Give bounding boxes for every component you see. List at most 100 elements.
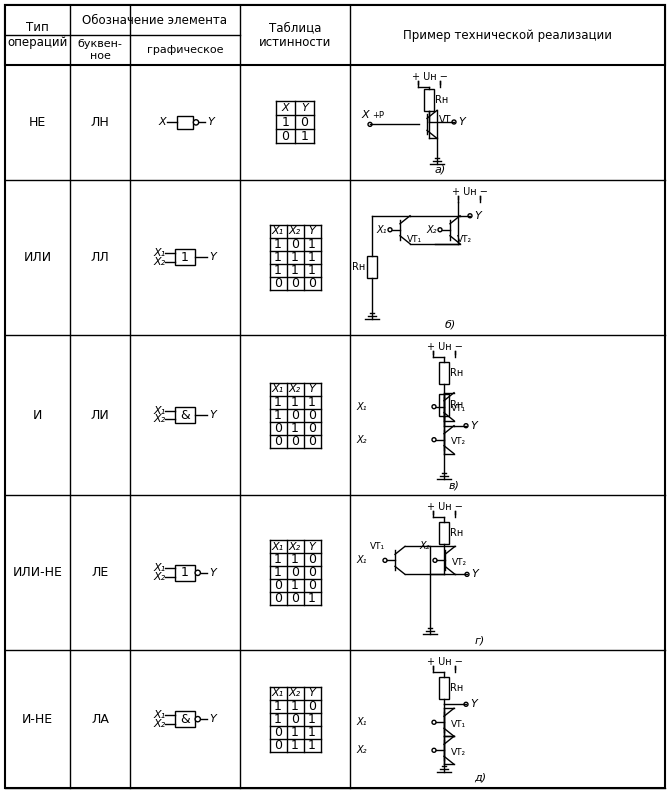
Circle shape <box>465 573 469 577</box>
Bar <box>175 249 195 265</box>
Text: 1: 1 <box>308 738 316 752</box>
Text: 0: 0 <box>308 408 316 422</box>
Text: X₂: X₂ <box>154 573 166 582</box>
Text: Rн: Rн <box>352 262 366 272</box>
Text: ЛИ: ЛИ <box>91 408 109 422</box>
Text: 0: 0 <box>291 408 299 422</box>
Text: VT₁: VT₁ <box>370 542 384 551</box>
Circle shape <box>468 214 472 218</box>
Bar <box>175 565 195 580</box>
Text: +P: +P <box>372 111 384 120</box>
Text: ЛА: ЛА <box>91 713 109 726</box>
Text: 1: 1 <box>291 699 299 713</box>
Text: 1: 1 <box>181 251 189 264</box>
Circle shape <box>368 122 372 126</box>
Text: 0: 0 <box>274 592 282 605</box>
Text: VT₂: VT₂ <box>452 557 466 567</box>
Text: 0: 0 <box>274 435 282 447</box>
Text: ЛЕ: ЛЕ <box>91 566 109 580</box>
Text: Y: Y <box>301 103 308 113</box>
Text: г): г) <box>475 635 485 646</box>
Text: 1: 1 <box>291 554 299 566</box>
Text: 0: 0 <box>274 422 282 435</box>
Text: X₁: X₁ <box>154 710 166 720</box>
Text: 0: 0 <box>274 738 282 752</box>
Text: + Uн −: + Uн − <box>412 72 448 82</box>
Text: Rн: Rн <box>450 528 464 538</box>
Text: 1: 1 <box>291 251 299 264</box>
Circle shape <box>438 228 442 232</box>
Text: Y: Y <box>309 688 315 698</box>
Text: НЕ: НЕ <box>29 116 46 129</box>
Text: И-НЕ: И-НЕ <box>22 713 53 726</box>
Bar <box>439 362 449 384</box>
Text: б): б) <box>444 320 456 330</box>
Text: 1: 1 <box>274 699 282 713</box>
Text: 1: 1 <box>181 566 189 580</box>
Text: Таблица
истинности: Таблица истинности <box>259 21 331 49</box>
Text: 1: 1 <box>274 713 282 726</box>
Text: VT₂: VT₂ <box>456 236 472 244</box>
Text: 1: 1 <box>291 738 299 752</box>
Text: Y: Y <box>207 117 214 128</box>
Text: Y: Y <box>309 542 315 552</box>
Text: Y: Y <box>472 569 478 580</box>
Text: X₁: X₁ <box>154 248 166 258</box>
Text: X₂: X₂ <box>289 688 301 698</box>
Text: Обозначение элемента: Обозначение элемента <box>83 13 227 26</box>
Circle shape <box>464 423 468 427</box>
Text: Пример технической реализации: Пример технической реализации <box>403 29 612 41</box>
Text: 0: 0 <box>308 566 316 580</box>
Text: + Uн −: + Uн − <box>427 502 463 512</box>
Circle shape <box>432 404 436 408</box>
Text: ЛЛ: ЛЛ <box>91 251 109 264</box>
Circle shape <box>432 438 436 442</box>
Circle shape <box>195 717 201 722</box>
Circle shape <box>452 120 456 124</box>
Text: Y: Y <box>474 211 481 220</box>
Text: 0: 0 <box>291 566 299 580</box>
Text: 0: 0 <box>291 277 299 289</box>
Text: X₁: X₁ <box>272 688 284 698</box>
Text: 1: 1 <box>291 396 299 408</box>
Text: X₁: X₁ <box>154 563 166 573</box>
Text: графическое: графическое <box>147 45 223 55</box>
Text: + Uн −: + Uн − <box>427 657 463 667</box>
Text: Y: Y <box>470 699 477 709</box>
Text: 1: 1 <box>274 264 282 277</box>
Text: Тип
операций: Тип операций <box>7 21 68 49</box>
Text: VT₂: VT₂ <box>450 437 466 446</box>
Text: 0: 0 <box>274 580 282 592</box>
Text: X: X <box>158 117 166 128</box>
Text: 1: 1 <box>274 554 282 566</box>
Text: 0: 0 <box>291 592 299 605</box>
Bar <box>5 5 665 65</box>
Text: + Uн −: + Uн − <box>427 342 463 351</box>
Text: 1: 1 <box>308 713 316 726</box>
Bar <box>175 407 195 423</box>
Text: а): а) <box>434 165 446 174</box>
Circle shape <box>383 558 387 562</box>
Text: 0: 0 <box>301 116 309 129</box>
Text: X₂: X₂ <box>289 542 301 552</box>
Bar <box>367 256 377 278</box>
Text: 1: 1 <box>308 396 316 408</box>
Text: 1: 1 <box>308 592 316 605</box>
Text: 0: 0 <box>308 699 316 713</box>
Text: &: & <box>180 408 190 422</box>
Text: VT₁: VT₁ <box>450 404 466 413</box>
Text: ЛН: ЛН <box>91 116 109 129</box>
Bar <box>439 393 449 416</box>
Text: 0: 0 <box>291 435 299 447</box>
Circle shape <box>193 120 199 125</box>
Text: 1: 1 <box>291 264 299 277</box>
Text: 1: 1 <box>282 116 289 129</box>
Bar <box>439 677 449 699</box>
Text: 0: 0 <box>308 435 316 447</box>
Text: д): д) <box>474 773 486 783</box>
Text: Rн: Rн <box>450 684 464 693</box>
Text: Y: Y <box>210 714 217 724</box>
Text: X₂: X₂ <box>154 415 166 424</box>
Text: 1: 1 <box>274 251 282 264</box>
Text: 1: 1 <box>274 396 282 408</box>
